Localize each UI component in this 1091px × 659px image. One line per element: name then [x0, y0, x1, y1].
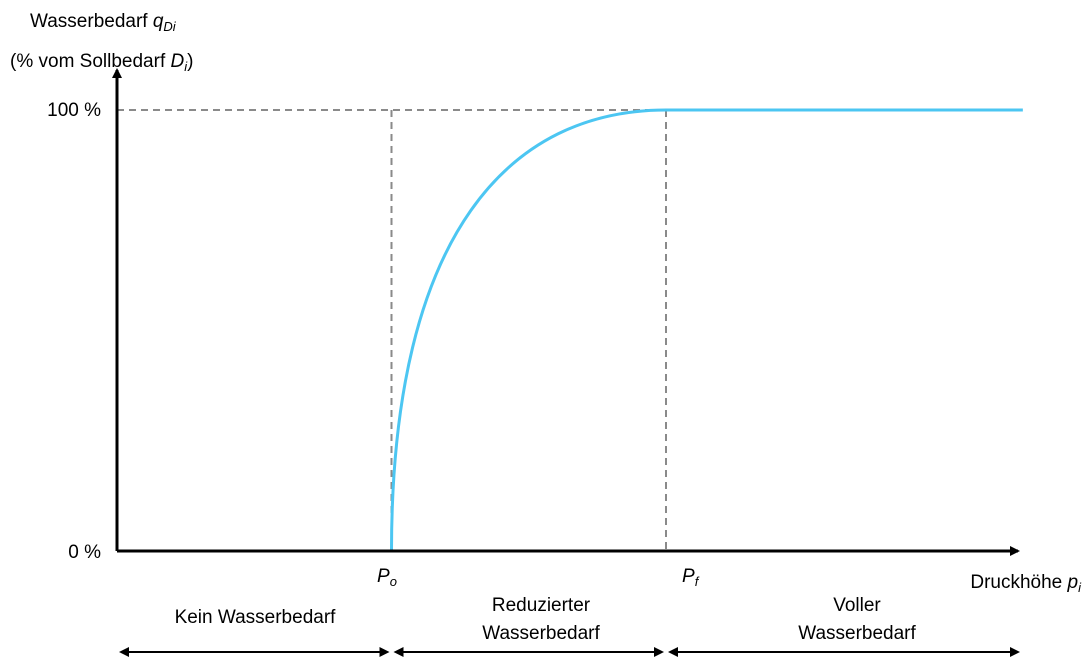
y-tick-label-100: 100 % — [47, 101, 101, 120]
series-layer — [117, 110, 1023, 551]
region-label-kein: Kein Wasserbedarf — [120, 604, 390, 632]
axes — [117, 70, 1018, 551]
x-tick-label-po: Po — [377, 567, 397, 588]
region-label-reduziert: Reduzierter Wasserbedarf — [392, 592, 690, 648]
reference-lines — [117, 110, 666, 551]
y-axis-title-line1: Wasserbedarf qDi — [30, 12, 176, 33]
x-tick-label-pf: Pf — [682, 567, 698, 588]
y-axis-title-line2: (% vom Sollbedarf Di) — [10, 52, 193, 73]
series-segment-curve — [392, 110, 667, 551]
y-tick-label-0: 0 % — [68, 543, 101, 562]
x-axis-title: Druckhöhe pi — [970, 573, 1081, 594]
region-label-voll: Voller Wasserbedarf — [692, 592, 1022, 648]
